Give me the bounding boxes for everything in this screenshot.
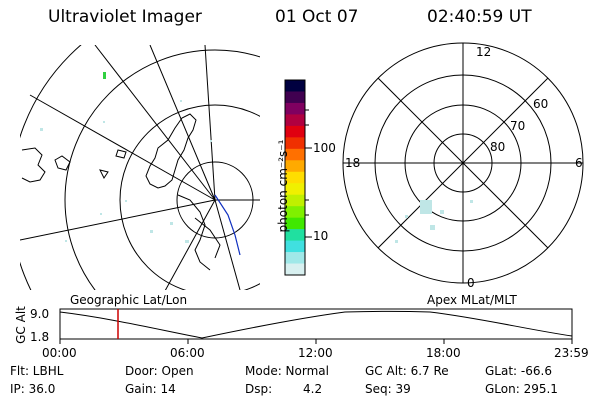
right-panel-label: Apex MLat/MLT (427, 293, 517, 307)
coast (177, 194, 211, 271)
time-label: 02:40:59 UT (427, 7, 532, 27)
colorbar-swatch (285, 91, 305, 104)
filter-status: Flt: LBHL (10, 364, 64, 378)
alt-xtick-0: 00:00 (42, 346, 77, 360)
colorbar-swatch (285, 252, 305, 265)
meridian (149, 45, 216, 201)
colorbar-swatch (285, 148, 305, 161)
gain-status: Gain: 14 (125, 382, 176, 396)
alt-ytick-min: 1.8 (30, 330, 50, 344)
colorbar-title: photon cm⁻²s⁻¹ (276, 139, 290, 233)
dsp-label: Dsp: (245, 382, 273, 396)
peninsula-coast (145, 113, 197, 189)
colorbar-tick-10: 10 (313, 229, 329, 243)
instrument-title: Ultraviolet Imager (48, 7, 202, 27)
colorbar-swatch (285, 217, 305, 230)
polar-label-right: 6 (575, 156, 583, 170)
meridian (20, 199, 216, 241)
meridian (94, 45, 216, 201)
colorbar-swatch (285, 240, 305, 253)
island-coast (99, 169, 109, 179)
meridian (164, 199, 216, 290)
seq-status: Seq: 39 (365, 382, 411, 396)
meridian (214, 199, 241, 290)
dsp-value: 4.2 (303, 382, 323, 396)
colorbar-swatch (285, 171, 305, 184)
altitude-plot (59, 308, 573, 344)
colorbar-tick-100: 100 (313, 141, 336, 155)
alt-xtick-1: 06:00 (170, 346, 205, 360)
date-label: 01 Oct 07 (275, 7, 359, 27)
polar-label-bottom: 0 (467, 276, 475, 290)
alt-ylabel: GC Alt (14, 306, 28, 344)
coast (194, 217, 221, 259)
mode-status: Mode: Normal (245, 364, 329, 378)
meridian (204, 45, 216, 201)
polar-emission-speckle (395, 200, 473, 243)
polar-label-top: 12 (476, 45, 492, 59)
green-speck (103, 72, 106, 79)
alt-xtick-3: 18:00 (426, 346, 461, 360)
ground-track (214, 194, 241, 256)
island-coast (54, 155, 71, 171)
colorbar-swatch (285, 114, 305, 127)
colorbar-swatch (285, 183, 305, 196)
alt-ytick-max: 9.0 (30, 307, 50, 321)
door-status: Door: Open (125, 364, 194, 378)
gc-alt-status: GC Alt: 6.7 Re (365, 364, 449, 378)
south-america-coast (21, 147, 46, 183)
polar-plot (342, 42, 584, 284)
meridian (29, 94, 216, 201)
emission-speckle (40, 100, 212, 243)
colorbar-swatch (285, 206, 305, 219)
polar-label-left: 18 (345, 156, 361, 170)
colorbar-swatch (285, 263, 305, 276)
colorbar-swatch (285, 160, 305, 173)
colorbar-swatch (285, 102, 305, 115)
colorbar-swatch (285, 229, 305, 242)
colorbar-swatch (285, 125, 305, 138)
polar-lat-70: 70 (510, 119, 526, 133)
island-coast (115, 149, 127, 159)
polar-lat-60: 60 (533, 97, 549, 111)
colorbar-swatch (285, 194, 305, 207)
alt-xtick-2: 12:00 (298, 346, 333, 360)
glat-status: GLat: -66.6 (485, 364, 552, 378)
alt-xtick-4: 23:59 (554, 346, 589, 360)
left-panel-label: Geographic Lat/Lon (70, 293, 188, 307)
lat-circle (64, 49, 260, 290)
lat-circle (119, 104, 260, 290)
polar-lat-80: 80 (490, 140, 506, 154)
ip-status: IP: 36.0 (10, 382, 56, 396)
colorbar (284, 79, 312, 276)
colorbar-swatch (285, 137, 305, 150)
colorbar-swatch (285, 80, 305, 92)
glon-status: GLon: 295.1 (485, 382, 558, 396)
